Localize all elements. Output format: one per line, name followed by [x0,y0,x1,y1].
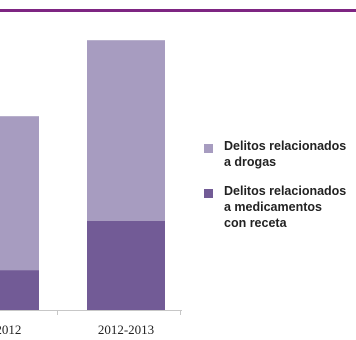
bar-drogas-2011-2012 [0,116,39,271]
legend-item-medicamentos: Delitos relacionados a medicamentos con … [202,183,356,231]
legend-label-drogas: Delitos relacionados a drogas [224,139,347,169]
legend-swatch-medicamentos [204,189,213,198]
bar-medicamentos-2012-2013 [87,220,165,310]
bar-drogas-2012-2013 [87,40,165,221]
legend: Delitos relacionados a drogas Delitos re… [202,138,356,244]
top-divider [0,9,356,12]
legend-label-medicamentos: Delitos relacionados a medicamentos con … [224,184,347,230]
x-tick-label-0: 11-2012 [0,322,21,337]
legend-item-drogas: Delitos relacionados a drogas [202,138,356,170]
x-tick-label-1: 2012-2013 [98,322,154,337]
bar-medicamentos-2011-2012 [0,270,39,310]
legend-swatch-drogas [204,144,213,153]
